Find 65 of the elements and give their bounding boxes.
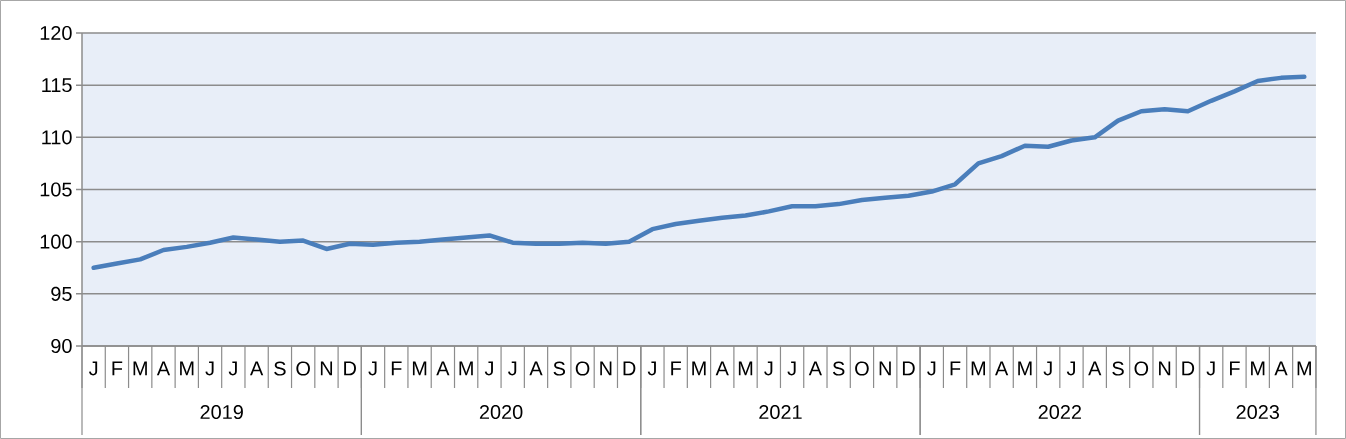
text: 2021 bbox=[759, 404, 802, 420]
y-tick-label: 120 bbox=[40, 25, 72, 41]
y-tick-label: 100 bbox=[40, 234, 72, 249]
x-tick-label: J bbox=[764, 361, 773, 376]
x-tick-label: D bbox=[1182, 361, 1195, 376]
x-tick-label: A bbox=[808, 361, 822, 376]
x-tick-label: A bbox=[1274, 361, 1288, 376]
x-tick-label: S bbox=[274, 361, 286, 376]
x-tick-label: J bbox=[368, 361, 377, 376]
x-tick-label: J bbox=[787, 361, 796, 376]
x-tick-label: J bbox=[647, 361, 656, 376]
x-tick-label: F bbox=[112, 361, 123, 376]
x-tick-label: J bbox=[1043, 361, 1052, 376]
x-tick-label: M bbox=[1251, 361, 1265, 376]
x-tick-label: M bbox=[1297, 361, 1311, 376]
x-tick-label: M bbox=[692, 361, 706, 376]
text: 2023 bbox=[1236, 404, 1280, 420]
x-tick-label: M bbox=[971, 361, 986, 376]
x-tick-label: N bbox=[879, 361, 891, 376]
x-tick-label: F bbox=[950, 361, 961, 376]
x-tick-label: J bbox=[205, 361, 214, 376]
y-tick-label: 105 bbox=[40, 182, 72, 197]
x-tick-label: F bbox=[391, 361, 402, 376]
x-tick-label: M bbox=[738, 361, 753, 376]
x-tick-label: A bbox=[995, 361, 1009, 376]
x-tick-label: M bbox=[1018, 361, 1032, 376]
x-tick-label: N bbox=[320, 361, 333, 376]
y-tick-label: 110 bbox=[42, 130, 72, 145]
x-tick-label: D bbox=[623, 361, 636, 376]
text: 2019 bbox=[200, 404, 243, 420]
x-tick-label: S bbox=[832, 361, 845, 376]
text: 2020 bbox=[479, 404, 523, 420]
x-tick-label: J bbox=[88, 361, 98, 376]
x-tick-label: A bbox=[156, 361, 171, 376]
x-tick-label: O bbox=[855, 361, 869, 376]
x-tick-label: A bbox=[436, 361, 450, 376]
x-tick-label: O bbox=[575, 361, 590, 376]
x-tick-label: M bbox=[133, 361, 147, 376]
x-tick-label: A bbox=[250, 361, 264, 376]
x-tick-label: A bbox=[529, 361, 543, 376]
x-tick-label: O bbox=[296, 361, 310, 376]
y-tick-label: 90 bbox=[51, 338, 72, 354]
x-tick-label: S bbox=[553, 361, 566, 376]
x-tick-label: S bbox=[1112, 361, 1124, 376]
text: 2022 bbox=[1038, 404, 1081, 420]
x-tick-label: J bbox=[508, 361, 517, 376]
y-tick-label: 115 bbox=[42, 78, 72, 93]
x-tick-label: N bbox=[600, 361, 612, 376]
x-tick-label: O bbox=[1134, 361, 1149, 376]
x-tick-label: M bbox=[180, 361, 194, 376]
x-tick-label: A bbox=[1088, 361, 1102, 376]
x-tick-label: J bbox=[1206, 361, 1215, 376]
x-tick-label: D bbox=[344, 361, 356, 376]
x-tick-label: F bbox=[1230, 361, 1240, 376]
x-tick-label: N bbox=[1159, 361, 1171, 376]
x-tick-label: J bbox=[927, 361, 936, 376]
x-tick-label: J bbox=[1066, 361, 1075, 376]
x-tick-label: F bbox=[671, 361, 681, 376]
x-tick-label: J bbox=[484, 361, 493, 376]
x-tick-label: D bbox=[902, 361, 915, 376]
x-tick-label: M bbox=[412, 361, 427, 376]
x-tick-label: M bbox=[459, 361, 473, 376]
x-tick-label: J bbox=[228, 361, 237, 376]
y-tick-label: 95 bbox=[51, 286, 72, 301]
x-tick-label: A bbox=[715, 361, 729, 376]
